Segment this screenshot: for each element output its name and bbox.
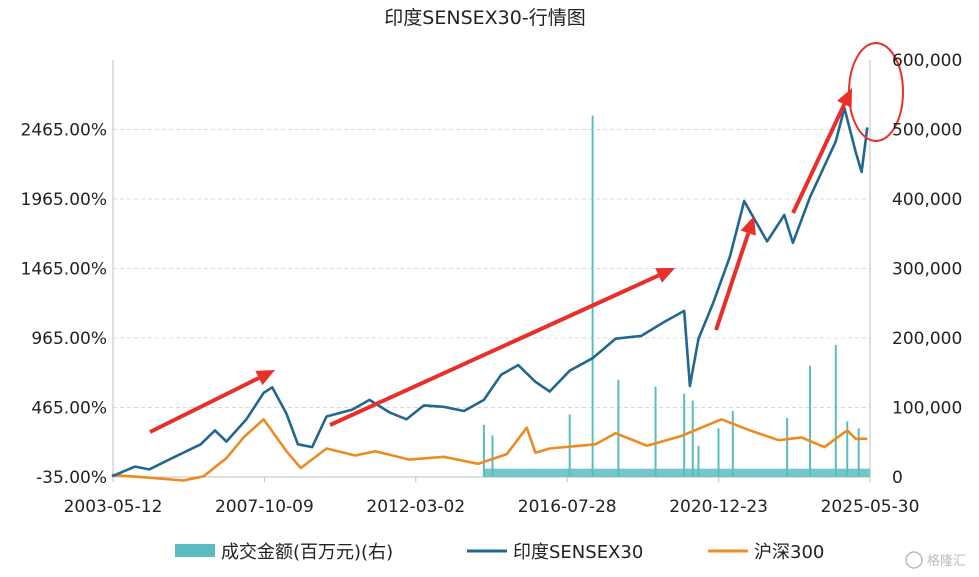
left-tick-label: -35.00%	[36, 468, 107, 488]
right-tick-label: 300,000	[892, 260, 962, 280]
trend-arrow	[149, 376, 260, 434]
x-tick-label: 2025-05-30	[821, 497, 920, 517]
volume-bar	[654, 386, 657, 477]
watermark: 格隆汇	[905, 551, 966, 569]
legend-label: 沪深300	[754, 542, 824, 563]
sensex30-line	[111, 106, 869, 478]
volume-bar	[846, 421, 849, 477]
volume-bar	[617, 379, 620, 477]
series-lines	[111, 106, 869, 482]
left-tick-label: 1465.00%	[21, 260, 107, 280]
volume-bar	[482, 424, 485, 477]
volume-bars	[482, 115, 870, 477]
left-axis-ticks: -35.00% 465.00% 965.00% 1465.00% 1965.00% 246…	[21, 121, 107, 489]
right-tick-label: 600,000	[892, 51, 962, 71]
watermark-text: 格隆汇	[927, 553, 966, 569]
right-tick-label: 200,000	[892, 329, 962, 349]
csi300-line	[111, 417, 868, 482]
gridlines	[113, 129, 870, 408]
trend-arrow-head	[655, 268, 675, 283]
legend: 成交金额(百万元)(右) 印度SENSEX30 沪深300	[175, 542, 824, 563]
legend-swatch-volume	[175, 544, 215, 557]
volume-baseline-band	[483, 468, 870, 477]
volume-bar	[731, 410, 734, 477]
x-tick-label: 2016-07-28	[518, 497, 617, 517]
volume-bar	[834, 344, 837, 477]
chart-title: 印度SENSEX30-行情图	[384, 7, 585, 29]
trend-arrow	[791, 103, 847, 214]
legend-label: 成交金额(百万元)(右)	[221, 542, 393, 563]
right-tick-label: 100,000	[892, 399, 962, 419]
right-axis-ticks: 0 100,000 200,000 300,000 400,000 500,000 600,…	[892, 51, 962, 488]
x-tick-label: 2012-03-02	[366, 497, 465, 517]
volume-bar	[697, 445, 700, 477]
x-tick-label: 2003-05-12	[64, 497, 163, 517]
trend-arrow	[329, 273, 660, 427]
trend-arrow-head	[255, 370, 275, 386]
left-tick-label: 965.00%	[31, 329, 107, 349]
trend-arrow	[714, 232, 751, 331]
left-tick-label: 1965.00%	[21, 190, 107, 210]
x-axis-ticks: 2003-05-12 2007-10-09 2012-03-02 2016-07-28…	[64, 477, 920, 517]
left-tick-label: 2465.00%	[21, 121, 107, 141]
volume-bar	[786, 417, 789, 477]
annotations	[149, 42, 904, 434]
right-tick-label: 400,000	[892, 190, 962, 210]
x-tick-label: 2020-12-23	[669, 497, 768, 517]
volume-bar	[691, 400, 694, 477]
left-tick-label: 465.00%	[31, 399, 107, 419]
watermark-logo-icon	[905, 551, 923, 569]
highlight-circle	[848, 42, 904, 142]
volume-bar	[491, 435, 494, 477]
x-tick-label: 2007-10-09	[215, 497, 314, 517]
legend-label: 印度SENSEX30	[513, 542, 643, 563]
volume-bar	[591, 115, 594, 477]
trend-arrow-head	[740, 216, 756, 236]
volume-bar	[717, 428, 720, 477]
right-tick-label: 500,000	[892, 121, 962, 141]
volume-bar	[857, 428, 860, 477]
volume-bar	[809, 365, 812, 477]
right-tick-label: 0	[892, 468, 903, 488]
